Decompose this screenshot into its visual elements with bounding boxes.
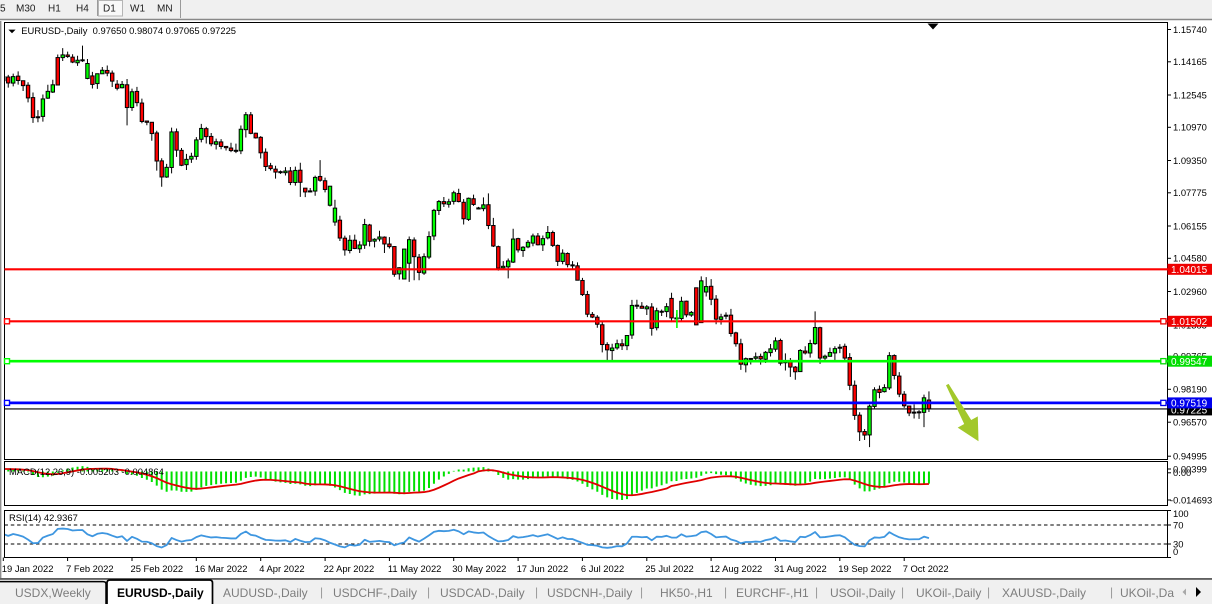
svg-text:70: 70 [1173, 519, 1183, 530]
svg-text:USOil-,Daily: USOil-,Daily [830, 586, 895, 600]
svg-text:0.99547: 0.99547 [1171, 357, 1208, 368]
svg-text:USDCHF-,Daily: USDCHF-,Daily [333, 586, 417, 600]
svg-text:0.00399: 0.00399 [1173, 463, 1207, 474]
svg-text:0: 0 [1173, 546, 1178, 557]
svg-text:|: | [724, 585, 727, 599]
svg-text:19 Jan 2022: 19 Jan 2022 [2, 563, 54, 574]
svg-text:0.97519: 0.97519 [1171, 399, 1208, 410]
svg-text:0.98190: 0.98190 [1173, 384, 1207, 395]
svg-text:HK50-,H1: HK50-,H1 [660, 586, 713, 600]
svg-text:25 Feb 2022: 25 Feb 2022 [131, 563, 184, 574]
svg-text:30 May 2022: 30 May 2022 [452, 563, 506, 574]
svg-text:12 Aug 2022: 12 Aug 2022 [710, 563, 763, 574]
svg-text:1.09350: 1.09350 [1173, 155, 1207, 166]
svg-text:UKOil-,Daily: UKOil-,Daily [916, 586, 981, 600]
svg-text:H4: H4 [76, 4, 89, 15]
svg-text:1.06155: 1.06155 [1173, 220, 1207, 231]
svg-text:1.04015: 1.04015 [1171, 265, 1208, 276]
svg-text:1.02960: 1.02960 [1173, 286, 1207, 297]
svg-text:M30: M30 [16, 4, 36, 15]
svg-text:19 Sep 2022: 19 Sep 2022 [838, 563, 891, 574]
svg-text:7 Feb 2022: 7 Feb 2022 [66, 563, 113, 574]
svg-text:5: 5 [0, 4, 6, 15]
svg-text:1.10970: 1.10970 [1173, 122, 1207, 133]
svg-text:|: | [815, 585, 818, 599]
svg-text:USDX,Weekly: USDX,Weekly [15, 586, 91, 600]
svg-text:30: 30 [1173, 538, 1183, 549]
svg-text:|: | [1110, 585, 1113, 599]
svg-text:7 Oct 2022: 7 Oct 2022 [903, 563, 949, 574]
svg-text:D1: D1 [103, 4, 116, 15]
svg-text:11 May 2022: 11 May 2022 [388, 563, 442, 574]
svg-text:RSI(14) 42.9367: RSI(14) 42.9367 [9, 512, 78, 523]
svg-text:|: | [320, 585, 323, 599]
svg-text:USDCAD-,Daily: USDCAD-,Daily [440, 586, 525, 600]
svg-text:25 Jul 2022: 25 Jul 2022 [645, 563, 693, 574]
svg-text:22 Apr 2022: 22 Apr 2022 [324, 563, 375, 574]
svg-text:USDCNH-,Daily: USDCNH-,Daily [547, 586, 632, 600]
svg-text:|: | [640, 585, 643, 599]
svg-text:1.14165: 1.14165 [1173, 56, 1207, 67]
svg-text:1.07775: 1.07775 [1173, 187, 1207, 198]
svg-text:|: | [535, 585, 538, 599]
svg-text:1.12545: 1.12545 [1173, 89, 1207, 100]
svg-text:W1: W1 [130, 4, 145, 15]
svg-text:6 Jul 2022: 6 Jul 2022 [581, 563, 624, 574]
svg-text:4 Apr 2022: 4 Apr 2022 [259, 563, 304, 574]
svg-text:1.01502: 1.01502 [1171, 317, 1208, 328]
svg-text:|: | [901, 585, 904, 599]
svg-text:EURUSD-,Daily 0.97650 0.98074: EURUSD-,Daily 0.97650 0.98074 0.97065 0.… [21, 25, 236, 36]
svg-text:EURUSD-,Daily: EURUSD-,Daily [117, 586, 204, 600]
svg-text:-0.014693: -0.014693 [1170, 494, 1212, 505]
svg-text:31 Aug 2022: 31 Aug 2022 [774, 563, 827, 574]
svg-text:1.15740: 1.15740 [1173, 24, 1207, 35]
svg-text:0.97225: 0.97225 [1171, 406, 1208, 417]
svg-text:AUDUSD-,Daily: AUDUSD-,Daily [223, 586, 308, 600]
svg-text:0.00: 0.00 [1173, 467, 1191, 478]
svg-text:XAUUSD-,Daily: XAUUSD-,Daily [1002, 586, 1086, 600]
svg-text:0.96570: 0.96570 [1173, 417, 1207, 428]
svg-text:H1: H1 [48, 4, 61, 15]
svg-text:|: | [427, 585, 430, 599]
svg-text:UKOil-,Da: UKOil-,Da [1120, 586, 1174, 600]
svg-text:EURCHF-,H1: EURCHF-,H1 [736, 586, 809, 600]
svg-text:0.94995: 0.94995 [1173, 451, 1207, 462]
svg-text:MACD(12,26,9) -0.005203 -0.004: MACD(12,26,9) -0.005203 -0.004864 [9, 466, 164, 477]
svg-text:1.04580: 1.04580 [1173, 253, 1207, 264]
svg-text:17 Jun 2022: 17 Jun 2022 [517, 563, 569, 574]
svg-text:100: 100 [1173, 508, 1189, 519]
svg-text:|: | [987, 585, 990, 599]
svg-text:MN: MN [157, 4, 173, 15]
svg-text:16 Mar 2022: 16 Mar 2022 [195, 563, 248, 574]
